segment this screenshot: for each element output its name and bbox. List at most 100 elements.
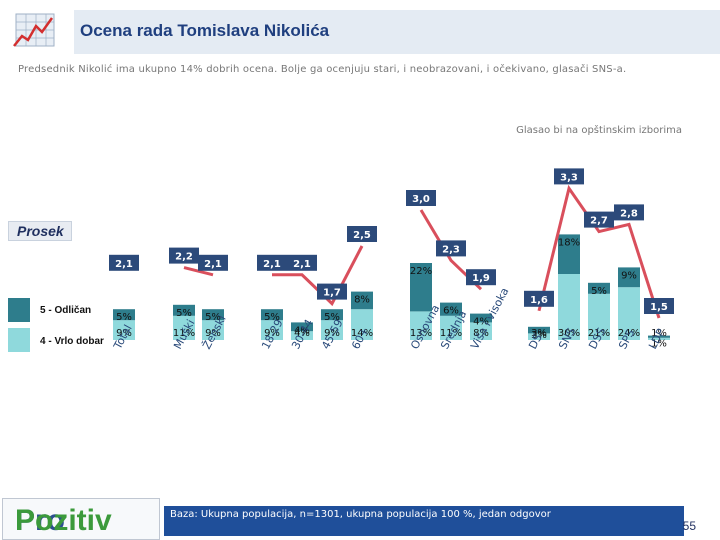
bar-odlican-5: [321, 309, 343, 321]
logo-text-pozitiv: Pozitiv: [15, 504, 112, 537]
value-label-vrlo-dobar-4: 4%: [294, 328, 310, 339]
bar-vrlo-dobar-11: [558, 274, 580, 340]
bar-odlican-10: [528, 326, 550, 334]
average-label-box-9: [466, 269, 496, 286]
value-label-vrlo-dobar-13: 24%: [618, 328, 640, 339]
value-label-vrlo-dobar-2: 9%: [205, 328, 221, 339]
bar-vrlo-dobar-5: [321, 320, 343, 340]
bar-odlican-11: [558, 234, 580, 274]
value-label-vrlo-dobar-5: 9%: [324, 328, 340, 339]
value-label-odlican-9: 4%: [473, 317, 489, 328]
average-label-5: 1,7: [323, 288, 341, 299]
bar-odlican-12: [588, 282, 610, 294]
average-label-14: 1,5: [650, 302, 668, 313]
average-label-13: 2,8: [620, 208, 638, 219]
value-label-odlican-3: 5%: [264, 312, 280, 323]
average-label-9: 1,9: [472, 273, 490, 284]
average-label-box-10: [524, 290, 554, 307]
average-label-6: 2,5: [353, 230, 371, 241]
value-label-vrlo-dobar-12: 21%: [588, 328, 610, 339]
legend: 5 - Odličan 4 - Vrlo dobar: [6, 296, 126, 356]
bar-odlican-4: [291, 322, 313, 332]
average-line-4: [537, 184, 661, 319]
value-label-odlican-1: 5%: [176, 308, 192, 319]
value-label-vrlo-dobar-8: 11%: [440, 328, 462, 339]
average-label-2: 2,1: [204, 259, 222, 270]
value-label-vrlo-dobar-0: 9%: [116, 328, 132, 339]
value-label-odlican-0: 5%: [116, 312, 132, 323]
page-title: Ocena rada Tomislava Nikolića: [80, 21, 330, 40]
average-label-12: 2,7: [590, 216, 608, 227]
trend-chart-logo-icon: [12, 12, 58, 54]
value-label-odlican-12: 5%: [591, 286, 607, 297]
value-label-odlican-13: 9%: [621, 270, 637, 281]
average-label-box-4: [287, 254, 317, 271]
bar-vrlo-dobar-9: [470, 322, 492, 340]
bar-vrlo-dobar-2: [202, 320, 224, 340]
value-label-vrlo-dobar-6: 14%: [351, 328, 373, 339]
average-label-3: 2,1: [263, 259, 281, 270]
bar-vrlo-dobar-12: [588, 293, 610, 340]
title-band: [74, 10, 720, 54]
bar-odlican-9: [470, 313, 492, 323]
logo-text-pro: Pro: [15, 504, 66, 537]
bar-odlican-14: [648, 335, 670, 338]
value-label-vrlo-dobar-7: 13%: [410, 328, 432, 339]
bar-vrlo-dobar-0: [113, 320, 135, 340]
average-label-box-6: [347, 226, 377, 242]
header: Ocena rada Tomislava Nikolića: [0, 0, 720, 56]
average-label-0: 2,1: [115, 259, 133, 270]
average-label-11: 3,3: [560, 172, 578, 183]
base-band: [164, 506, 684, 536]
bar-odlican-3: [261, 309, 283, 321]
average-label-box-8: [436, 240, 466, 257]
bar-vrlo-dobar-7: [410, 311, 432, 340]
value-label-odlican-4: 4%: [294, 325, 310, 336]
value-label-vrlo-dobar-11: 30%: [558, 328, 580, 339]
bar-vrlo-dobar-6: [351, 309, 373, 340]
average-label-box-2: [198, 254, 228, 271]
value-label-odlican-10: 3%: [531, 330, 547, 341]
legend-label-vrlo-dobar: 4 - Vrlo dobar: [40, 336, 104, 347]
average-label-1: 2,2: [175, 252, 193, 263]
average-label-box-12: [584, 211, 614, 228]
average-label-box-7: [406, 190, 436, 206]
group-label: Glasao bi na opštinskim izborima: [516, 125, 682, 136]
category-label-10: DS: [526, 332, 545, 352]
average-label-box-11: [554, 168, 584, 185]
bar-odlican-8: [440, 302, 462, 316]
subtitle: Predsednik Nikolić ima ukupno 14% dobrih…: [18, 64, 627, 75]
value-label-odlican-7: 22%: [410, 266, 432, 277]
bar-vrlo-dobar-3: [261, 320, 283, 340]
bar-vrlo-dobar-8: [440, 315, 462, 340]
base-note: Baza: Ukupna populacija, n=1301, ukupna …: [170, 509, 551, 520]
average-label-box-5: [317, 283, 347, 300]
legend-swatch-odlican: [8, 298, 30, 322]
value-label-odlican-11: 18%: [558, 237, 580, 248]
prosek-label: Prosek: [8, 221, 72, 241]
value-label-odlican-14: 1%: [651, 339, 667, 350]
average-label-10: 1,6: [530, 295, 548, 306]
value-label-vrlo-dobar-9: 8%: [473, 328, 489, 339]
legend-label-odlican: 5 - Odličan: [40, 305, 92, 316]
average-label-box-13: [614, 204, 644, 221]
value-label-odlican-6: 8%: [354, 295, 370, 306]
value-label-vrlo-dobar-3: 9%: [264, 328, 280, 339]
bar-odlican-1: [173, 304, 195, 316]
bar-vrlo-dobar-10: [528, 333, 550, 340]
bar-odlican-6: [351, 291, 373, 310]
value-label-vrlo-dobar-10: 3%: [531, 328, 547, 339]
bar-odlican-2: [202, 309, 224, 321]
bar-vrlo-dobar-1: [173, 315, 195, 340]
average-label-box-0: [109, 254, 139, 271]
average-label-box-1: [169, 247, 199, 264]
average-line-1: [183, 266, 214, 277]
value-label-odlican-2: 5%: [205, 312, 221, 323]
average-label-8: 2,3: [442, 244, 460, 255]
value-label-vrlo-dobar-14: 1%: [651, 328, 667, 339]
value-label-odlican-5: 5%: [324, 312, 340, 323]
legend-swatch-vrlo-dobar: [8, 328, 30, 352]
value-label-odlican-8: 6%: [443, 306, 459, 317]
average-label-box-3: [257, 254, 287, 271]
